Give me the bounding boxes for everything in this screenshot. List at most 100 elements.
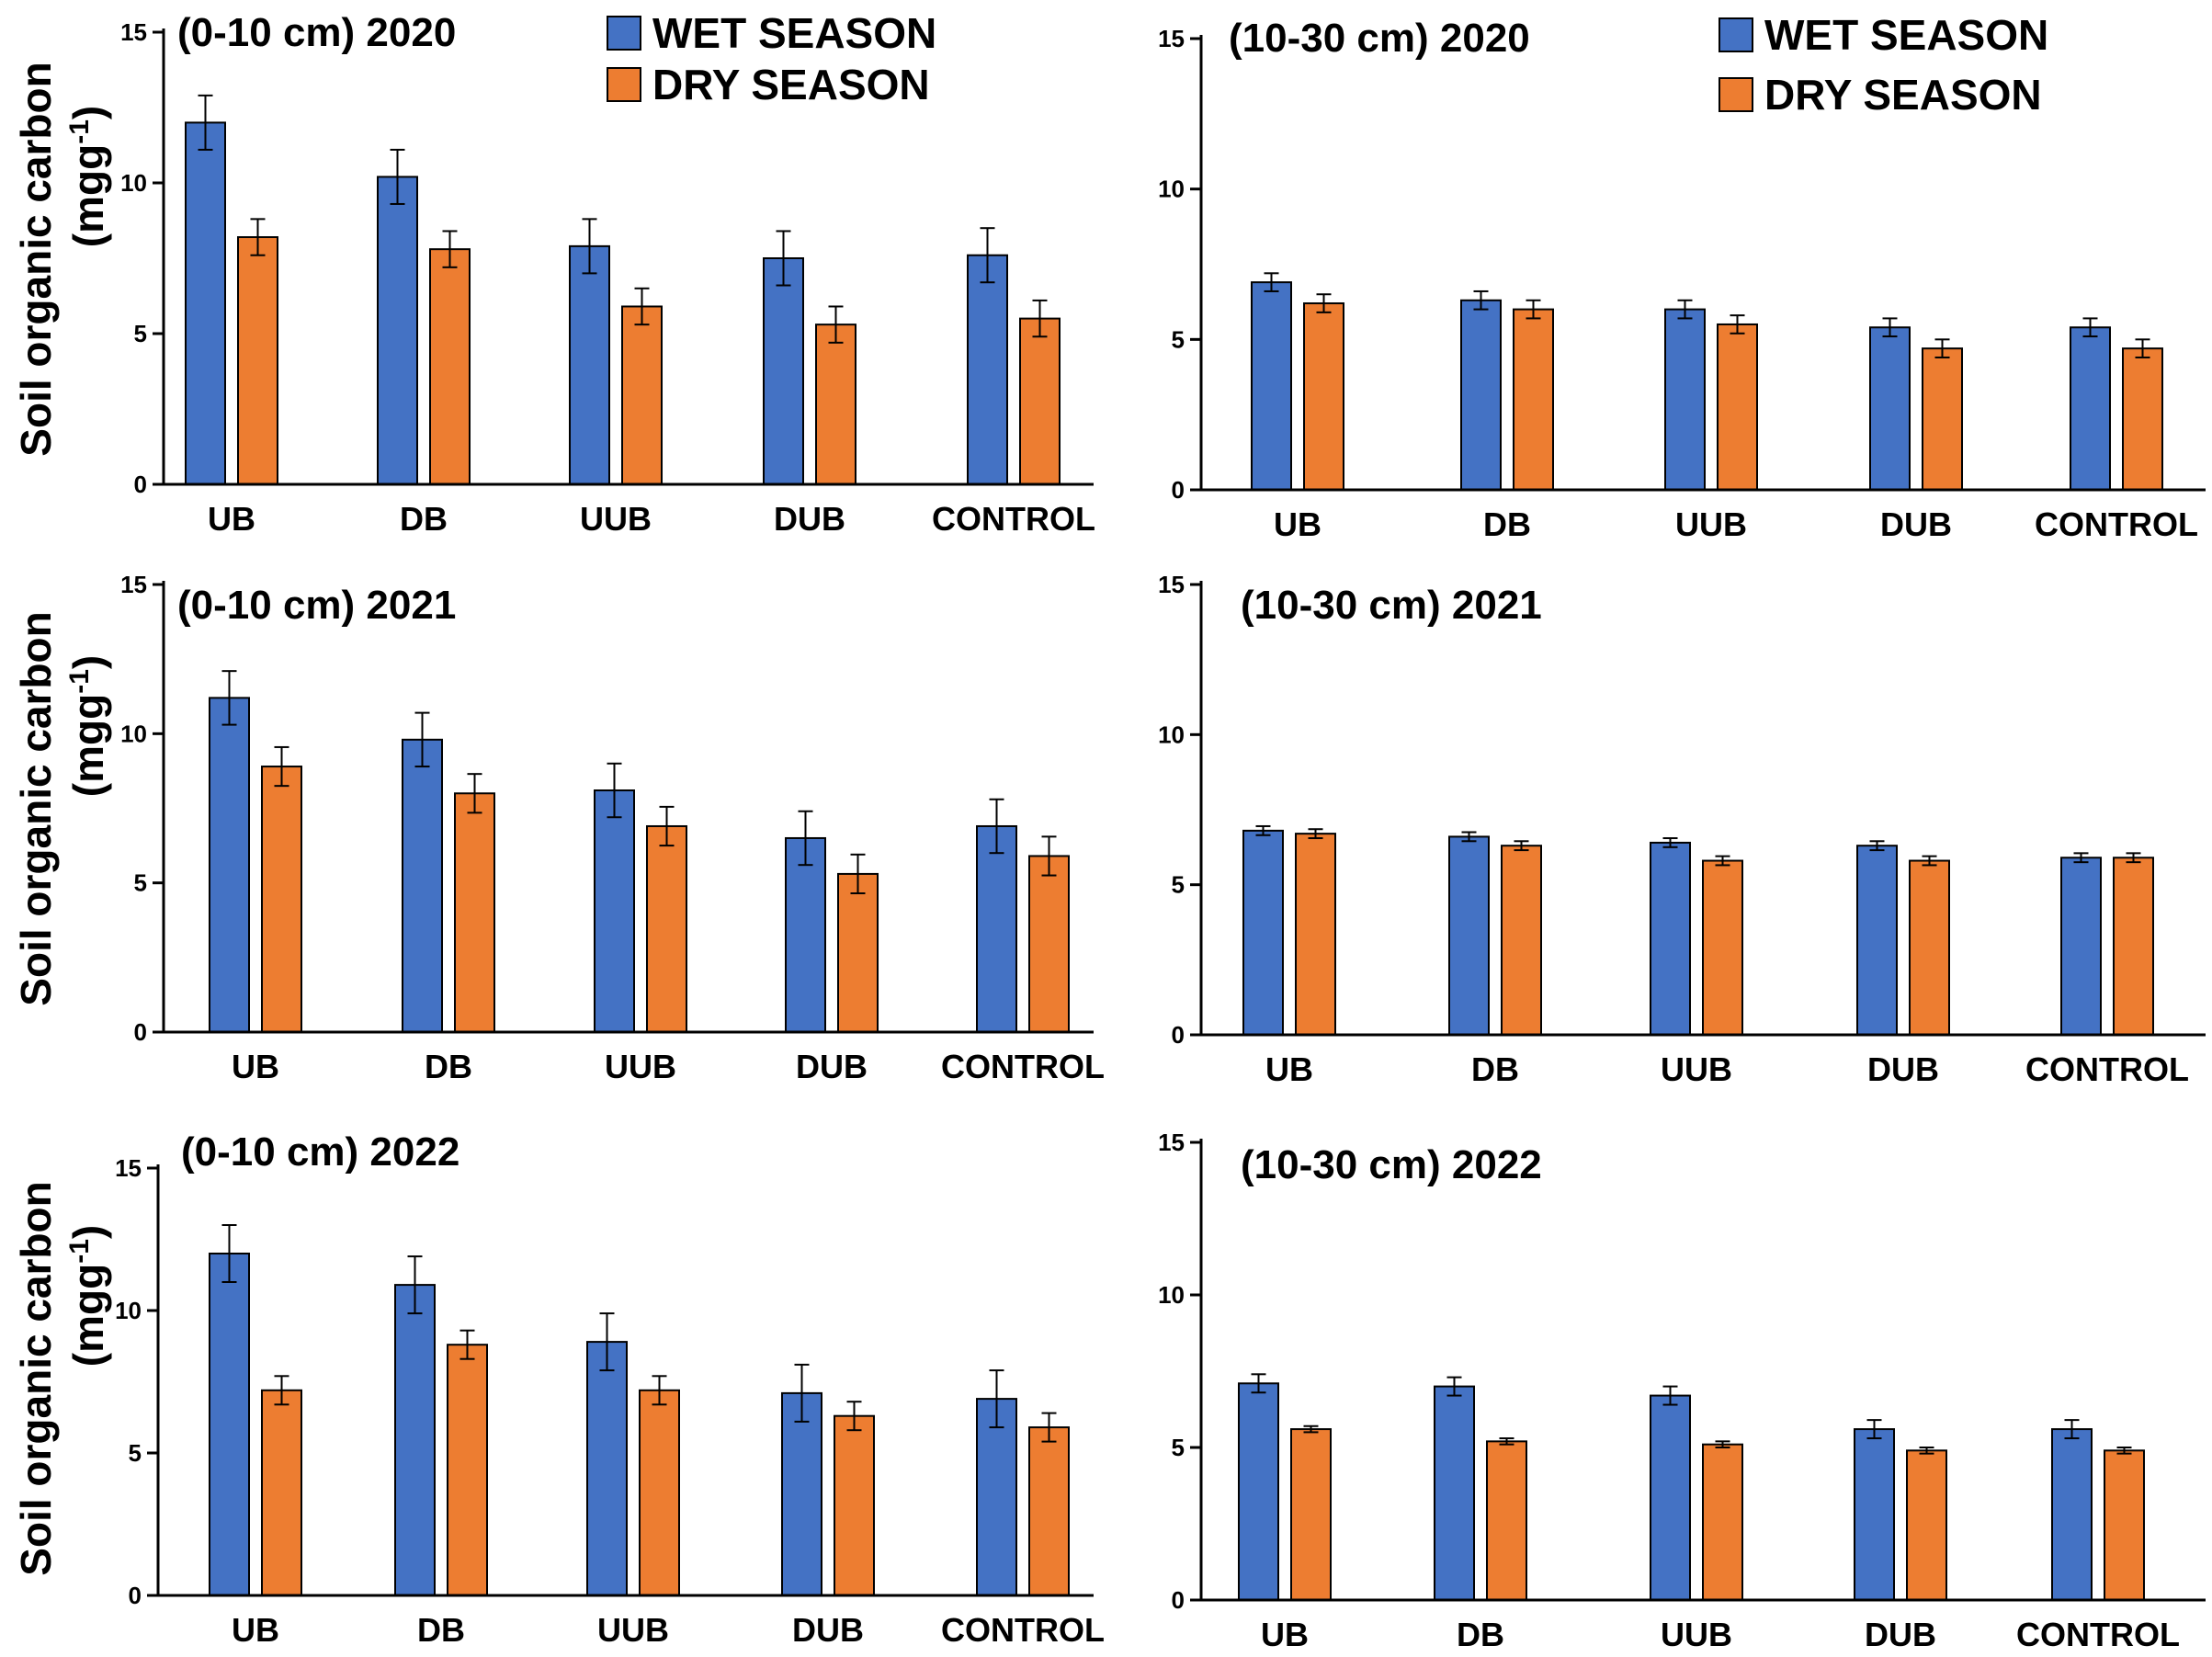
y-tick-label: 5 [134,320,147,347]
x-category-label: DUB [774,500,845,538]
bar-wet-season [1869,326,1911,491]
y-tick-label: 0 [134,471,147,498]
x-category-label: CONTROL [2025,1050,2189,1088]
x-category-label: DB [1457,1616,1504,1653]
y-tick-label: 10 [1158,721,1185,748]
y-tick-label: 15 [120,571,147,598]
bar-wet-season [1650,841,1691,1037]
y-tick-label: 0 [129,1582,142,1609]
bar-dry-season [1513,308,1554,491]
error-bar [794,1363,810,1423]
bar-dry-season [1906,1449,1947,1601]
legend-swatch [607,67,641,102]
error-bar [776,230,791,287]
bar-wet-season [967,254,1008,485]
legend: WET SEASON DRY SEASON [1719,11,2048,119]
bar-dry-season [815,323,856,485]
y-tick-label: 5 [134,869,147,897]
error-bar [1499,1437,1514,1446]
bar-dry-season [1019,317,1061,485]
error-bar [1308,828,1323,840]
bar-dry-season [261,766,302,1034]
error-bar [1662,1385,1678,1406]
error-bar [1869,840,1885,852]
bar-dry-season [2113,857,2154,1036]
error-bar [1866,1419,1882,1440]
bar-dry-season [1295,833,1336,1037]
bar-dry-season [1909,859,1950,1036]
bar-wet-season [377,176,418,485]
bar-wet-season [976,824,1017,1033]
bar-wet-season [1434,1385,1475,1601]
error-bar [980,227,995,284]
y-tick-label: 10 [115,1297,142,1324]
panel-title: (0-10 cm) 2020 [177,10,456,55]
legend-label: WET SEASON [1764,11,2048,59]
bar-dry-season [1702,1443,1743,1602]
x-category-label: DB [400,500,448,538]
error-bar [1255,824,1271,836]
x-category-label: DB [1483,505,1531,543]
bar-wet-season [2051,1428,2093,1601]
y-tick-label: 0 [134,1018,147,1046]
chart-panel: 0 5 10 15 UB DB UUB DUB CONTROL (0-10 cm) 2022 Soi… [12,1129,1105,1649]
legend-label: WET SEASON [652,9,936,57]
error-bar [467,773,482,814]
y-tick-label: 5 [129,1439,142,1467]
panel-title: (0-10 cm) 2022 [181,1129,459,1175]
error-bar [1919,1447,1934,1455]
error-bar [1934,338,1950,358]
bar-dry-season [2104,1449,2145,1601]
error-bar [1461,831,1477,843]
bar-wet-season [402,738,443,1033]
bar-dry-season [1028,1426,1070,1596]
x-category-label: UB [232,1048,279,1085]
bar-dry-season [834,1414,875,1596]
bar-wet-season [781,1391,822,1597]
error-bar [1446,1376,1462,1397]
x-category-label: CONTROL [941,1611,1105,1649]
error-bar [1662,837,1678,848]
x-category-label: UB [1274,505,1322,543]
y-tick-label: 15 [115,1154,142,1182]
error-bar [1514,840,1529,852]
error-bar [198,94,213,151]
y-axis-label: Soil organic carbon [12,62,60,456]
bar-dry-season [621,305,663,486]
bar-dry-season [237,236,278,485]
bar-wet-season [185,121,226,485]
legend-swatch [1719,77,1753,112]
error-bar [850,853,866,895]
error-bar [1922,855,1937,867]
error-bar [407,1255,423,1315]
x-category-label: UUB [1661,1616,1732,1653]
legend-swatch [607,16,641,51]
bar-wet-season [394,1284,436,1596]
y-axis-unit: (mgg-1) [64,655,112,797]
error-bar [634,287,650,326]
error-bar [2073,852,2089,864]
y-tick-label: 5 [1172,325,1185,353]
y-tick-label: 0 [1172,1586,1185,1614]
error-bar [390,148,405,205]
chart-panel: 0 5 10 15 UB DB UUB DUB CONTROL (0-10 cm) 2020 WET… [12,9,1095,538]
bar-wet-season [976,1398,1017,1596]
x-category-label: DUB [796,1048,868,1085]
bar-dry-season [837,872,879,1034]
error-bar [1677,299,1693,320]
error-bar [2082,317,2098,338]
bar-dry-season [1486,1440,1527,1601]
panel-title: (10-30 cm) 2020 [1229,16,1530,61]
y-tick-label: 10 [1158,1281,1185,1309]
x-category-label: UUB [1675,505,1747,543]
x-category-label: DUB [792,1611,864,1649]
y-axis-unit: (mgg-1) [64,1225,112,1367]
error-bar [1316,293,1332,313]
bar-dry-season [2122,347,2163,491]
legend-swatch [1719,17,1753,52]
panel-title: (10-30 cm) 2022 [1241,1142,1542,1187]
bar-wet-season [1242,829,1284,1036]
panel-title: (10-30 cm) 2021 [1241,583,1542,628]
bar-dry-season [1028,855,1070,1033]
bar-wet-season [594,789,635,1034]
